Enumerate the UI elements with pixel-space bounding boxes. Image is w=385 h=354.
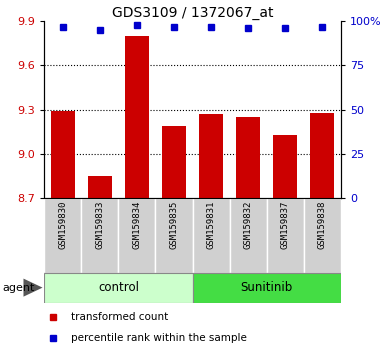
Bar bbox=[51, 111, 75, 198]
Text: GSM159838: GSM159838 bbox=[318, 200, 327, 249]
Bar bbox=[192, 198, 229, 273]
Bar bbox=[162, 126, 186, 198]
Bar bbox=[192, 273, 341, 303]
Bar bbox=[304, 198, 341, 273]
Bar bbox=[310, 113, 334, 198]
Bar bbox=[119, 198, 156, 273]
Text: agent: agent bbox=[2, 282, 34, 293]
Bar bbox=[81, 198, 119, 273]
Text: GSM159831: GSM159831 bbox=[206, 200, 216, 249]
Text: GSM159837: GSM159837 bbox=[281, 200, 290, 249]
Title: GDS3109 / 1372067_at: GDS3109 / 1372067_at bbox=[112, 6, 273, 20]
Bar bbox=[44, 198, 81, 273]
Bar bbox=[156, 198, 192, 273]
Text: control: control bbox=[98, 281, 139, 294]
Text: Sunitinib: Sunitinib bbox=[241, 281, 293, 294]
Bar bbox=[125, 36, 149, 198]
Bar bbox=[273, 135, 297, 198]
Text: percentile rank within the sample: percentile rank within the sample bbox=[71, 332, 247, 343]
Text: GSM159834: GSM159834 bbox=[132, 200, 141, 249]
Text: GSM159830: GSM159830 bbox=[58, 200, 67, 249]
Bar bbox=[229, 198, 266, 273]
Text: GSM159833: GSM159833 bbox=[95, 200, 104, 249]
Bar bbox=[44, 273, 192, 303]
Text: GSM159835: GSM159835 bbox=[169, 200, 179, 249]
Bar bbox=[88, 176, 112, 198]
Text: GSM159832: GSM159832 bbox=[244, 200, 253, 249]
Bar bbox=[199, 114, 223, 198]
Text: transformed count: transformed count bbox=[71, 312, 168, 322]
Bar bbox=[236, 117, 260, 198]
Bar bbox=[267, 198, 304, 273]
Polygon shape bbox=[23, 279, 42, 297]
